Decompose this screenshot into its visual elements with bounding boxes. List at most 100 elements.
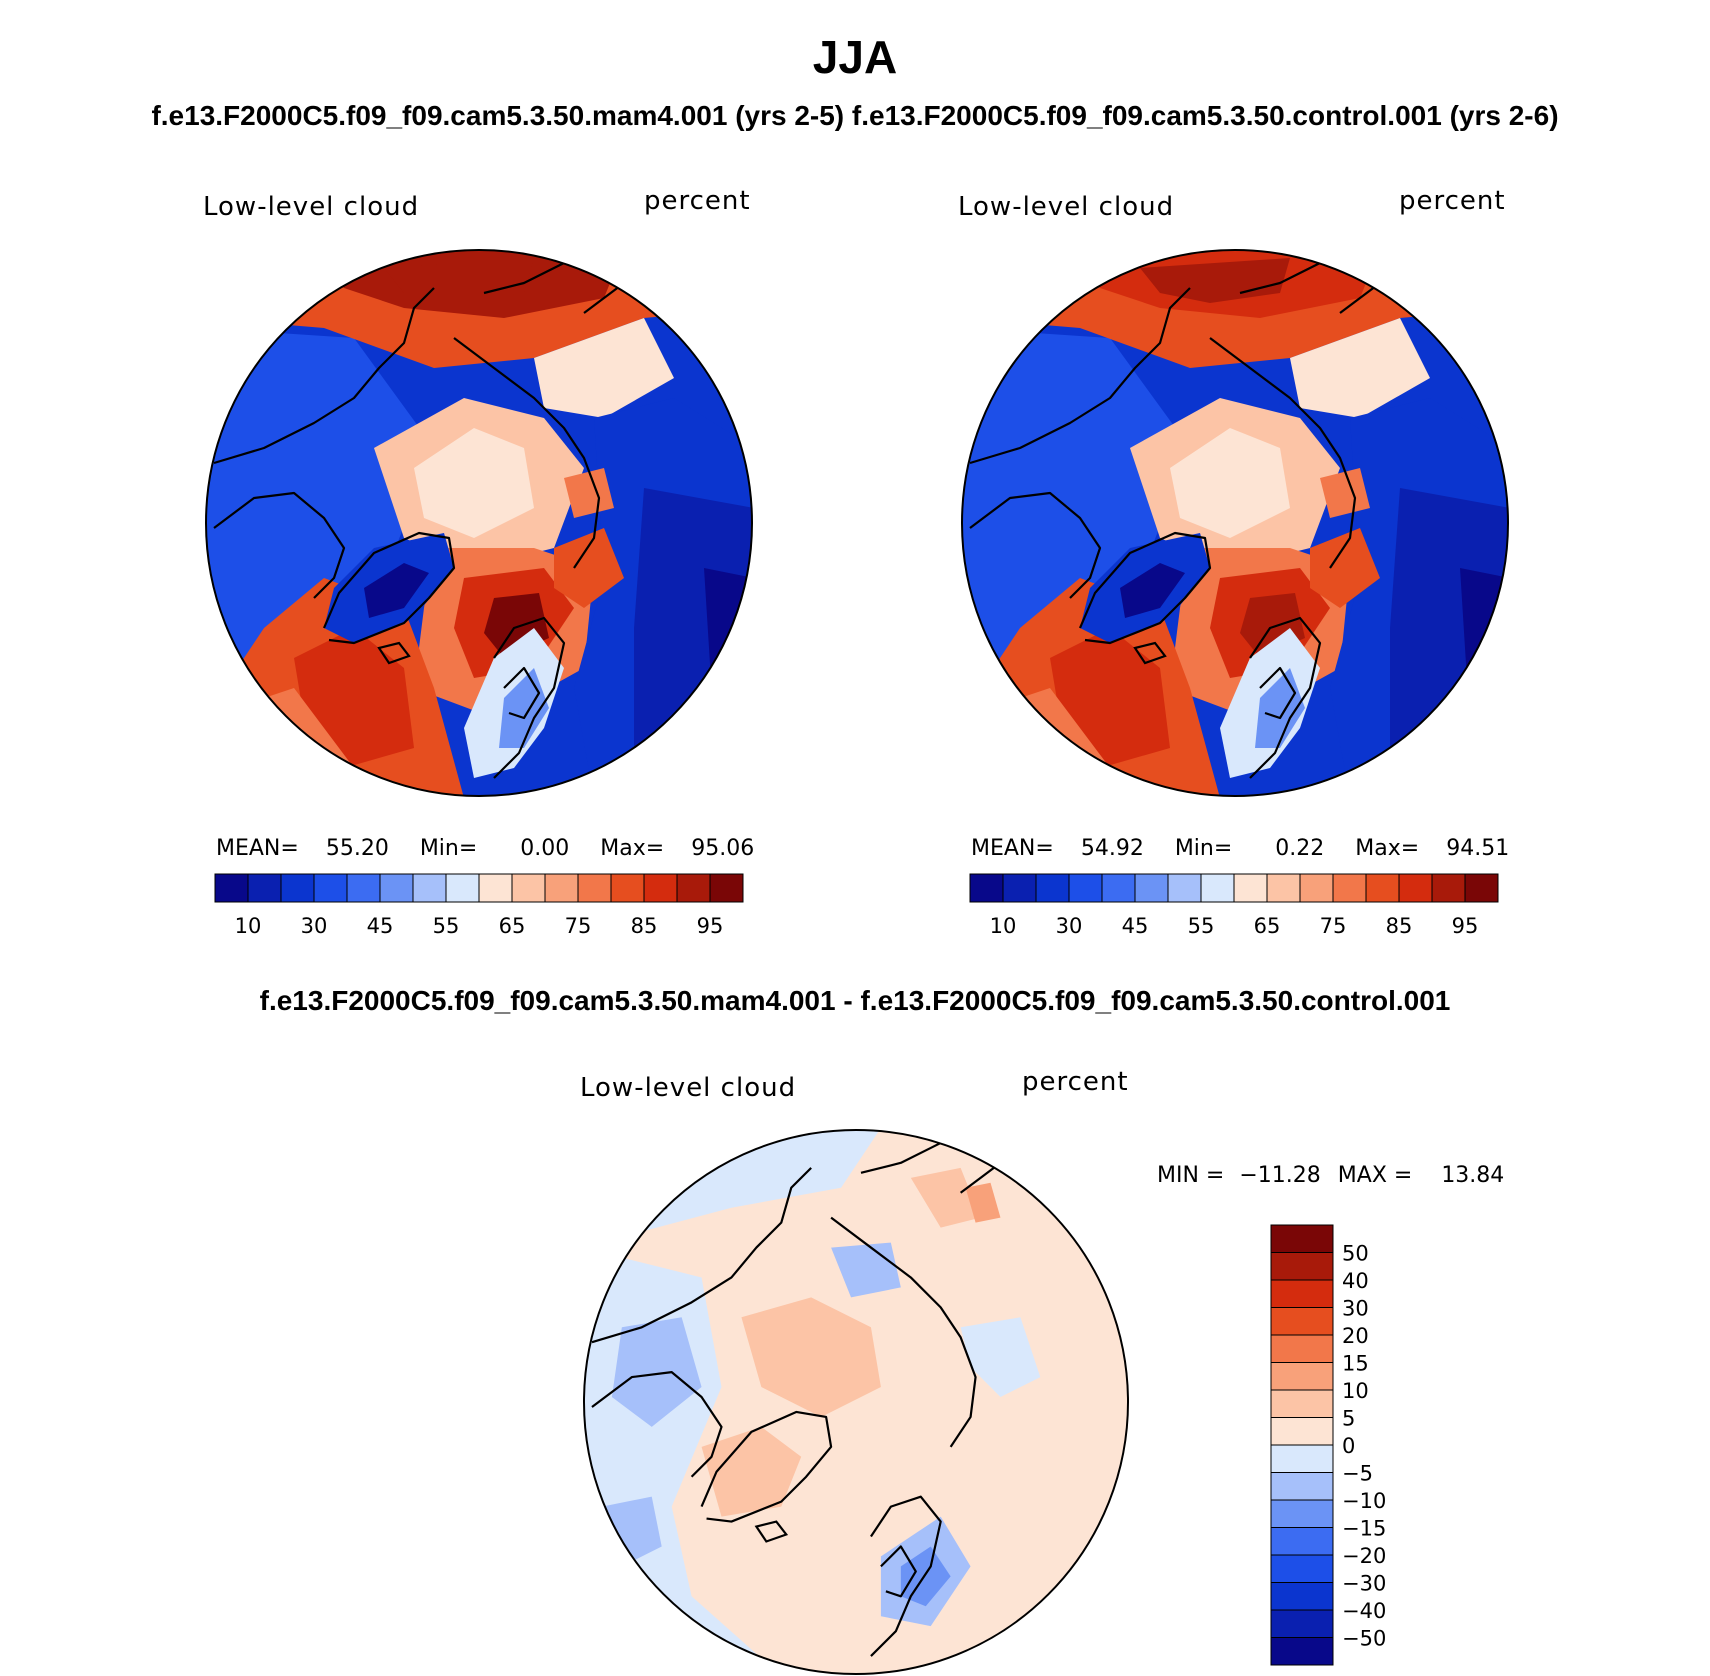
- diff-stats: MIN = −11.28 MAX = 13.84: [1157, 1163, 1504, 1188]
- diff-colorbar-swatch-2: [1270, 1279, 1334, 1308]
- panel1-units-label: percent: [644, 186, 751, 216]
- coastline-2: [591, 1371, 723, 1478]
- coastline-1: [591, 1167, 812, 1344]
- diff-colorbar-swatch-15: [1270, 1637, 1334, 1666]
- coastline-3: [830, 1216, 977, 1448]
- colorbar1-swatch-3: [313, 873, 348, 903]
- colorbar1-swatch-5: [379, 873, 414, 903]
- coastline-5: [1259, 666, 1297, 720]
- colorbar2-swatch-6: [1167, 873, 1202, 903]
- iceland-coastline: [754, 1520, 789, 1543]
- diff-colorbar-tick-label: 0: [1342, 1434, 1355, 1458]
- colorbar2-tick-label: 75: [1320, 914, 1347, 938]
- colorbar1-tick-label: 85: [631, 914, 658, 938]
- diff-colorbar-swatch-10: [1270, 1499, 1334, 1528]
- colorbar2-swatch-10: [1299, 873, 1334, 903]
- diff-min-label: MIN =: [1157, 1163, 1225, 1188]
- diff-colorbar-tick-label: −15: [1342, 1517, 1386, 1541]
- panel2-field-label: Low-level cloud: [958, 192, 1175, 222]
- diff-colorbar-tick-label: 15: [1342, 1352, 1369, 1376]
- diff-colorbar-swatch-3: [1270, 1307, 1334, 1336]
- colorbar2-swatch-1: [1002, 873, 1037, 903]
- colorbar2-swatch-0: [969, 873, 1004, 903]
- diff-colorbar-swatch-9: [1270, 1472, 1334, 1501]
- panel2-min-value: 0.22: [1275, 836, 1325, 861]
- colorbar2-tick-label: 55: [1188, 914, 1215, 938]
- colorbar2-tick-label: 85: [1386, 914, 1413, 938]
- diff-colorbar-tick-label: 30: [1342, 1297, 1369, 1321]
- iceland-coastline: [1133, 641, 1167, 665]
- colorbar1-swatch-9: [511, 873, 546, 903]
- colorbar1-tick-label: 30: [301, 914, 328, 938]
- coastline-2: [213, 491, 346, 599]
- panel1-field-label: Low-level cloud: [203, 192, 420, 222]
- panel1-min-value: 0.00: [520, 836, 570, 861]
- panel1-max-value: 95.06: [691, 836, 755, 861]
- diff-colorbar-tick-label: 10: [1342, 1379, 1369, 1403]
- colorbar1-swatch-13: [643, 873, 678, 903]
- colorbar2-swatch-4: [1101, 873, 1136, 903]
- panel1-mean-label: MEAN=: [216, 836, 299, 861]
- diff-colorbar-tick-label: −30: [1342, 1572, 1386, 1596]
- colorbar1-swatch-0: [214, 873, 249, 903]
- diff-colorbar-tick-label: 20: [1342, 1324, 1369, 1348]
- diff-colorbar-swatch-7: [1270, 1417, 1334, 1446]
- figure-title: JJA: [812, 31, 898, 83]
- coastline-0: [1078, 531, 1212, 645]
- diff-colorbar-swatch-11: [1270, 1527, 1334, 1556]
- coastline-3: [1209, 337, 1357, 569]
- colorbar2-tick-label: 10: [990, 914, 1017, 938]
- panel1-polar-map: [205, 249, 753, 797]
- map-boundary-circle: [205, 249, 753, 797]
- colorbar2-swatch-5: [1134, 873, 1169, 903]
- diff-colorbar-swatch-4: [1270, 1334, 1334, 1363]
- diff-colorbar-swatch-0: [1270, 1224, 1334, 1253]
- colorbar1-swatch-12: [610, 873, 645, 903]
- colorbar1-tick-label: 55: [433, 914, 460, 938]
- diff-colorbar-swatch-13: [1270, 1582, 1334, 1611]
- colorbar1-swatch-15: [709, 873, 744, 903]
- panel2-polar-map: [961, 249, 1509, 797]
- diff-colorbar-tick-label: −40: [1342, 1599, 1386, 1623]
- panel2-min-label: Min=: [1174, 836, 1233, 861]
- colorbar2-swatch-13: [1398, 873, 1433, 903]
- colorbar2-swatch-11: [1332, 873, 1367, 903]
- colorbar1-tick-label: 10: [235, 914, 262, 938]
- panel1-max-label: Max=: [600, 836, 665, 861]
- iceland-coastline: [377, 641, 411, 665]
- diff-colorbar-swatch-6: [1270, 1389, 1334, 1418]
- diff-max-label: MAX =: [1337, 1163, 1413, 1188]
- diff-colorbar-swatch-5: [1270, 1362, 1334, 1391]
- coastline-4: [493, 616, 566, 779]
- colorbar1-swatch-14: [676, 873, 711, 903]
- colorbar1-swatch-7: [445, 873, 480, 903]
- coastline-5: [880, 1545, 917, 1598]
- colorbar1-tick-label: 45: [367, 914, 394, 938]
- colorbar1-swatch-11: [577, 873, 612, 903]
- diff-colorbar-swatch-1: [1270, 1252, 1334, 1281]
- coastline-0: [700, 1410, 833, 1523]
- diff-colorbar-tick-label: −10: [1342, 1489, 1386, 1513]
- panel1-mean-value: 55.20: [325, 836, 389, 861]
- colorbar2-tick-label: 45: [1122, 914, 1149, 938]
- coastline-3: [453, 337, 601, 569]
- colorbar1-swatch-2: [280, 873, 315, 903]
- map-boundary-circle: [961, 249, 1509, 797]
- colorbar2-swatch-7: [1200, 873, 1235, 903]
- diff-colorbar-swatch-14: [1270, 1609, 1334, 1638]
- coastline-2: [969, 491, 1102, 599]
- colorbar2-swatch-12: [1365, 873, 1400, 903]
- diff-min-value: −11.28: [1239, 1163, 1321, 1188]
- panel2-stats: MEAN= 54.92 Min= 0.22 Max= 94.51: [971, 836, 1509, 861]
- panel1-colorbar: 10 30 45 55 65 75 85 95: [214, 873, 744, 938]
- coastline-1: [213, 287, 435, 465]
- coastline-1: [969, 287, 1191, 465]
- diff-colorbar-tick-label: 40: [1342, 1269, 1369, 1293]
- panel1-min-label: Min=: [419, 836, 478, 861]
- colorbar1-swatch-6: [412, 873, 447, 903]
- colorbar2-swatch-15: [1464, 873, 1499, 903]
- colorbar2-swatch-3: [1068, 873, 1103, 903]
- diff-colorbar-tick-label: −50: [1342, 1627, 1386, 1651]
- colorbar1-swatch-8: [478, 873, 513, 903]
